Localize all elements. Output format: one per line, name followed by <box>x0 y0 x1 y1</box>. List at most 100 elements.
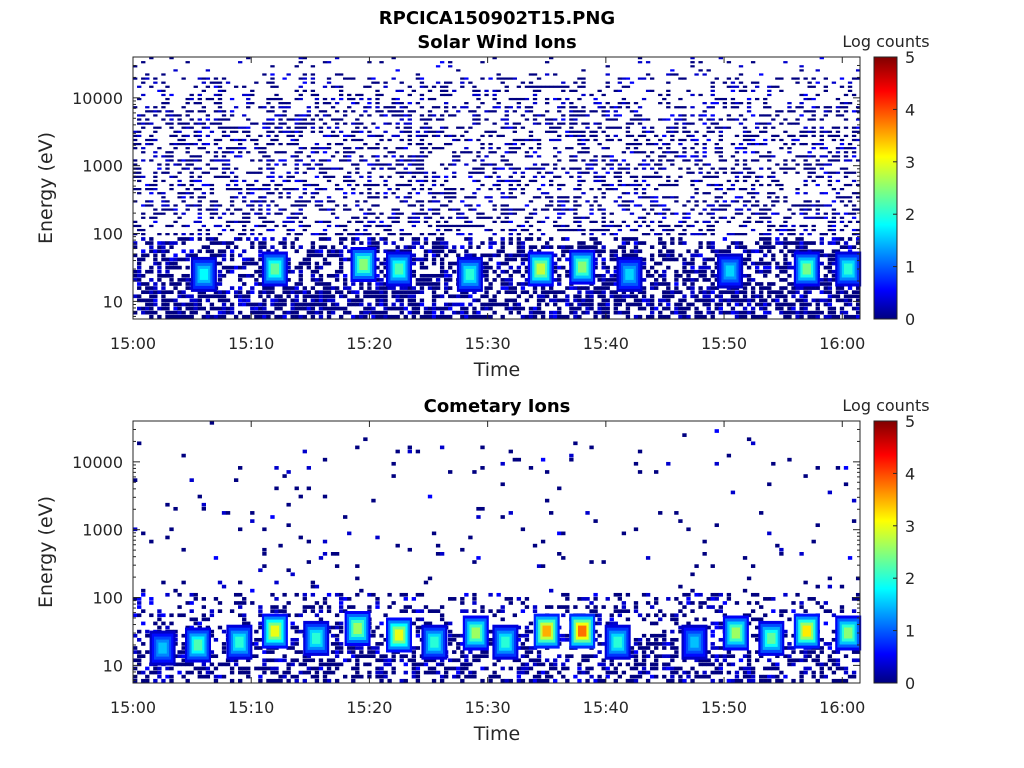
heatmap-cell <box>294 155 299 158</box>
heatmap-cell <box>298 97 303 101</box>
heatmap-cell <box>423 216 429 219</box>
heatmap-cell <box>718 130 723 133</box>
heatmap-cell <box>391 167 396 170</box>
heatmap-cell <box>435 192 441 195</box>
heatmap-cell <box>528 134 534 138</box>
heatmap-cell <box>181 142 186 146</box>
heatmap-cell <box>767 228 772 232</box>
heatmap-cell <box>460 302 465 307</box>
heatmap-cell <box>520 188 526 191</box>
heatmap-cell <box>799 93 804 97</box>
heatmap-cell <box>431 253 437 258</box>
heatmap-cell <box>504 126 509 129</box>
heatmap-cell <box>585 216 590 219</box>
heatmap-cell <box>153 290 158 295</box>
heatmap-cell <box>569 102 574 105</box>
heatmap-cell <box>391 151 396 154</box>
heatmap-cell <box>419 93 425 97</box>
heatmap-cell <box>270 245 275 249</box>
heatmap-cell <box>488 245 493 249</box>
heatmap-cell <box>662 167 667 170</box>
heatmap-cell <box>488 282 493 286</box>
heatmap-cell <box>839 142 845 146</box>
heatmap-cell <box>855 290 861 295</box>
heatmap-cell <box>767 93 772 97</box>
heatmap-cell <box>177 183 182 187</box>
heatmap-cell <box>702 269 707 274</box>
heatmap-cell <box>662 253 667 258</box>
heatmap-cell <box>843 147 849 150</box>
heatmap-cell <box>217 249 223 254</box>
heatmap-cell <box>439 147 445 150</box>
heatmap-cell <box>343 179 348 183</box>
heatmap-cell <box>375 224 380 228</box>
heatmap-cell <box>403 314 408 319</box>
heatmap-cell <box>419 298 425 303</box>
heatmap-cell <box>270 175 275 178</box>
heatmap-cell <box>161 212 166 215</box>
heatmap-cell <box>355 93 360 97</box>
heatmap-cell <box>258 188 263 191</box>
heatmap-cell <box>613 200 618 203</box>
heatmap-cell <box>141 122 146 125</box>
heatmap-cell <box>738 302 744 307</box>
heatmap-cell <box>516 147 522 150</box>
heatmap-cell <box>702 110 707 113</box>
heatmap-cell <box>577 298 582 303</box>
heatmap-cell <box>544 302 550 307</box>
heatmap-cell <box>391 233 396 236</box>
heatmap-cell <box>730 171 736 174</box>
heatmap-cell <box>448 249 453 254</box>
heatmap-cell <box>476 93 481 97</box>
heatmap-cell <box>387 314 392 319</box>
heatmap-cell <box>504 142 509 146</box>
heatmap-cell <box>302 163 307 166</box>
heatmap-cell <box>185 147 190 150</box>
heatmap-cell <box>266 220 271 223</box>
heatmap-cell <box>613 126 618 129</box>
heatmap-cell <box>775 265 780 270</box>
heatmap-cell <box>209 81 215 84</box>
heatmap-cell <box>492 57 497 60</box>
heatmap-cell <box>197 237 202 241</box>
heatmap-cell <box>807 155 812 158</box>
heatmap-cell <box>310 151 316 154</box>
heatmap-cell <box>266 130 271 133</box>
heatmap-cell <box>807 110 812 113</box>
heatmap-cell <box>718 196 723 199</box>
y-tick-label: 100 <box>92 225 123 244</box>
heatmap-cell <box>553 261 558 266</box>
heatmap-cell <box>488 110 493 113</box>
panel-solar-wind: Solar Wind Ions 15:00 15:10 15:20 15:30 15:4… <box>35 32 930 381</box>
heatmap-cell <box>835 171 841 174</box>
heatmap-cell <box>193 167 198 170</box>
heatmap-cell <box>439 237 445 241</box>
heatmap-cell <box>177 278 182 282</box>
heatmap-cell <box>322 134 328 138</box>
heatmap-cell <box>702 122 707 125</box>
heatmap-cell <box>338 261 344 266</box>
heatmap-cell <box>593 265 598 270</box>
heatmap-cell <box>205 118 211 121</box>
heatmap-cell <box>153 212 158 215</box>
heatmap-cell <box>589 237 594 241</box>
heatmap-cell <box>221 167 227 170</box>
heatmap-cell <box>197 102 202 105</box>
heatmap-cell <box>613 253 618 258</box>
heatmap-cell <box>367 77 372 80</box>
heatmap-cell <box>225 265 231 270</box>
heatmap-cell <box>658 212 663 215</box>
heatmap-cell <box>355 200 360 203</box>
heatmap-cell <box>411 257 417 262</box>
heatmap-cell <box>528 216 534 219</box>
heatmap-cell <box>730 310 736 315</box>
heatmap-cell <box>286 310 291 315</box>
heatmap-cell <box>330 273 336 278</box>
heatmap-cell <box>746 220 752 223</box>
heatmap-cell <box>666 142 671 146</box>
heatmap-cell <box>839 196 845 199</box>
heatmap-cell <box>811 224 816 228</box>
heatmap-cell <box>189 179 194 183</box>
heatmap-cell <box>419 114 425 117</box>
heatmap-cell <box>395 69 400 72</box>
